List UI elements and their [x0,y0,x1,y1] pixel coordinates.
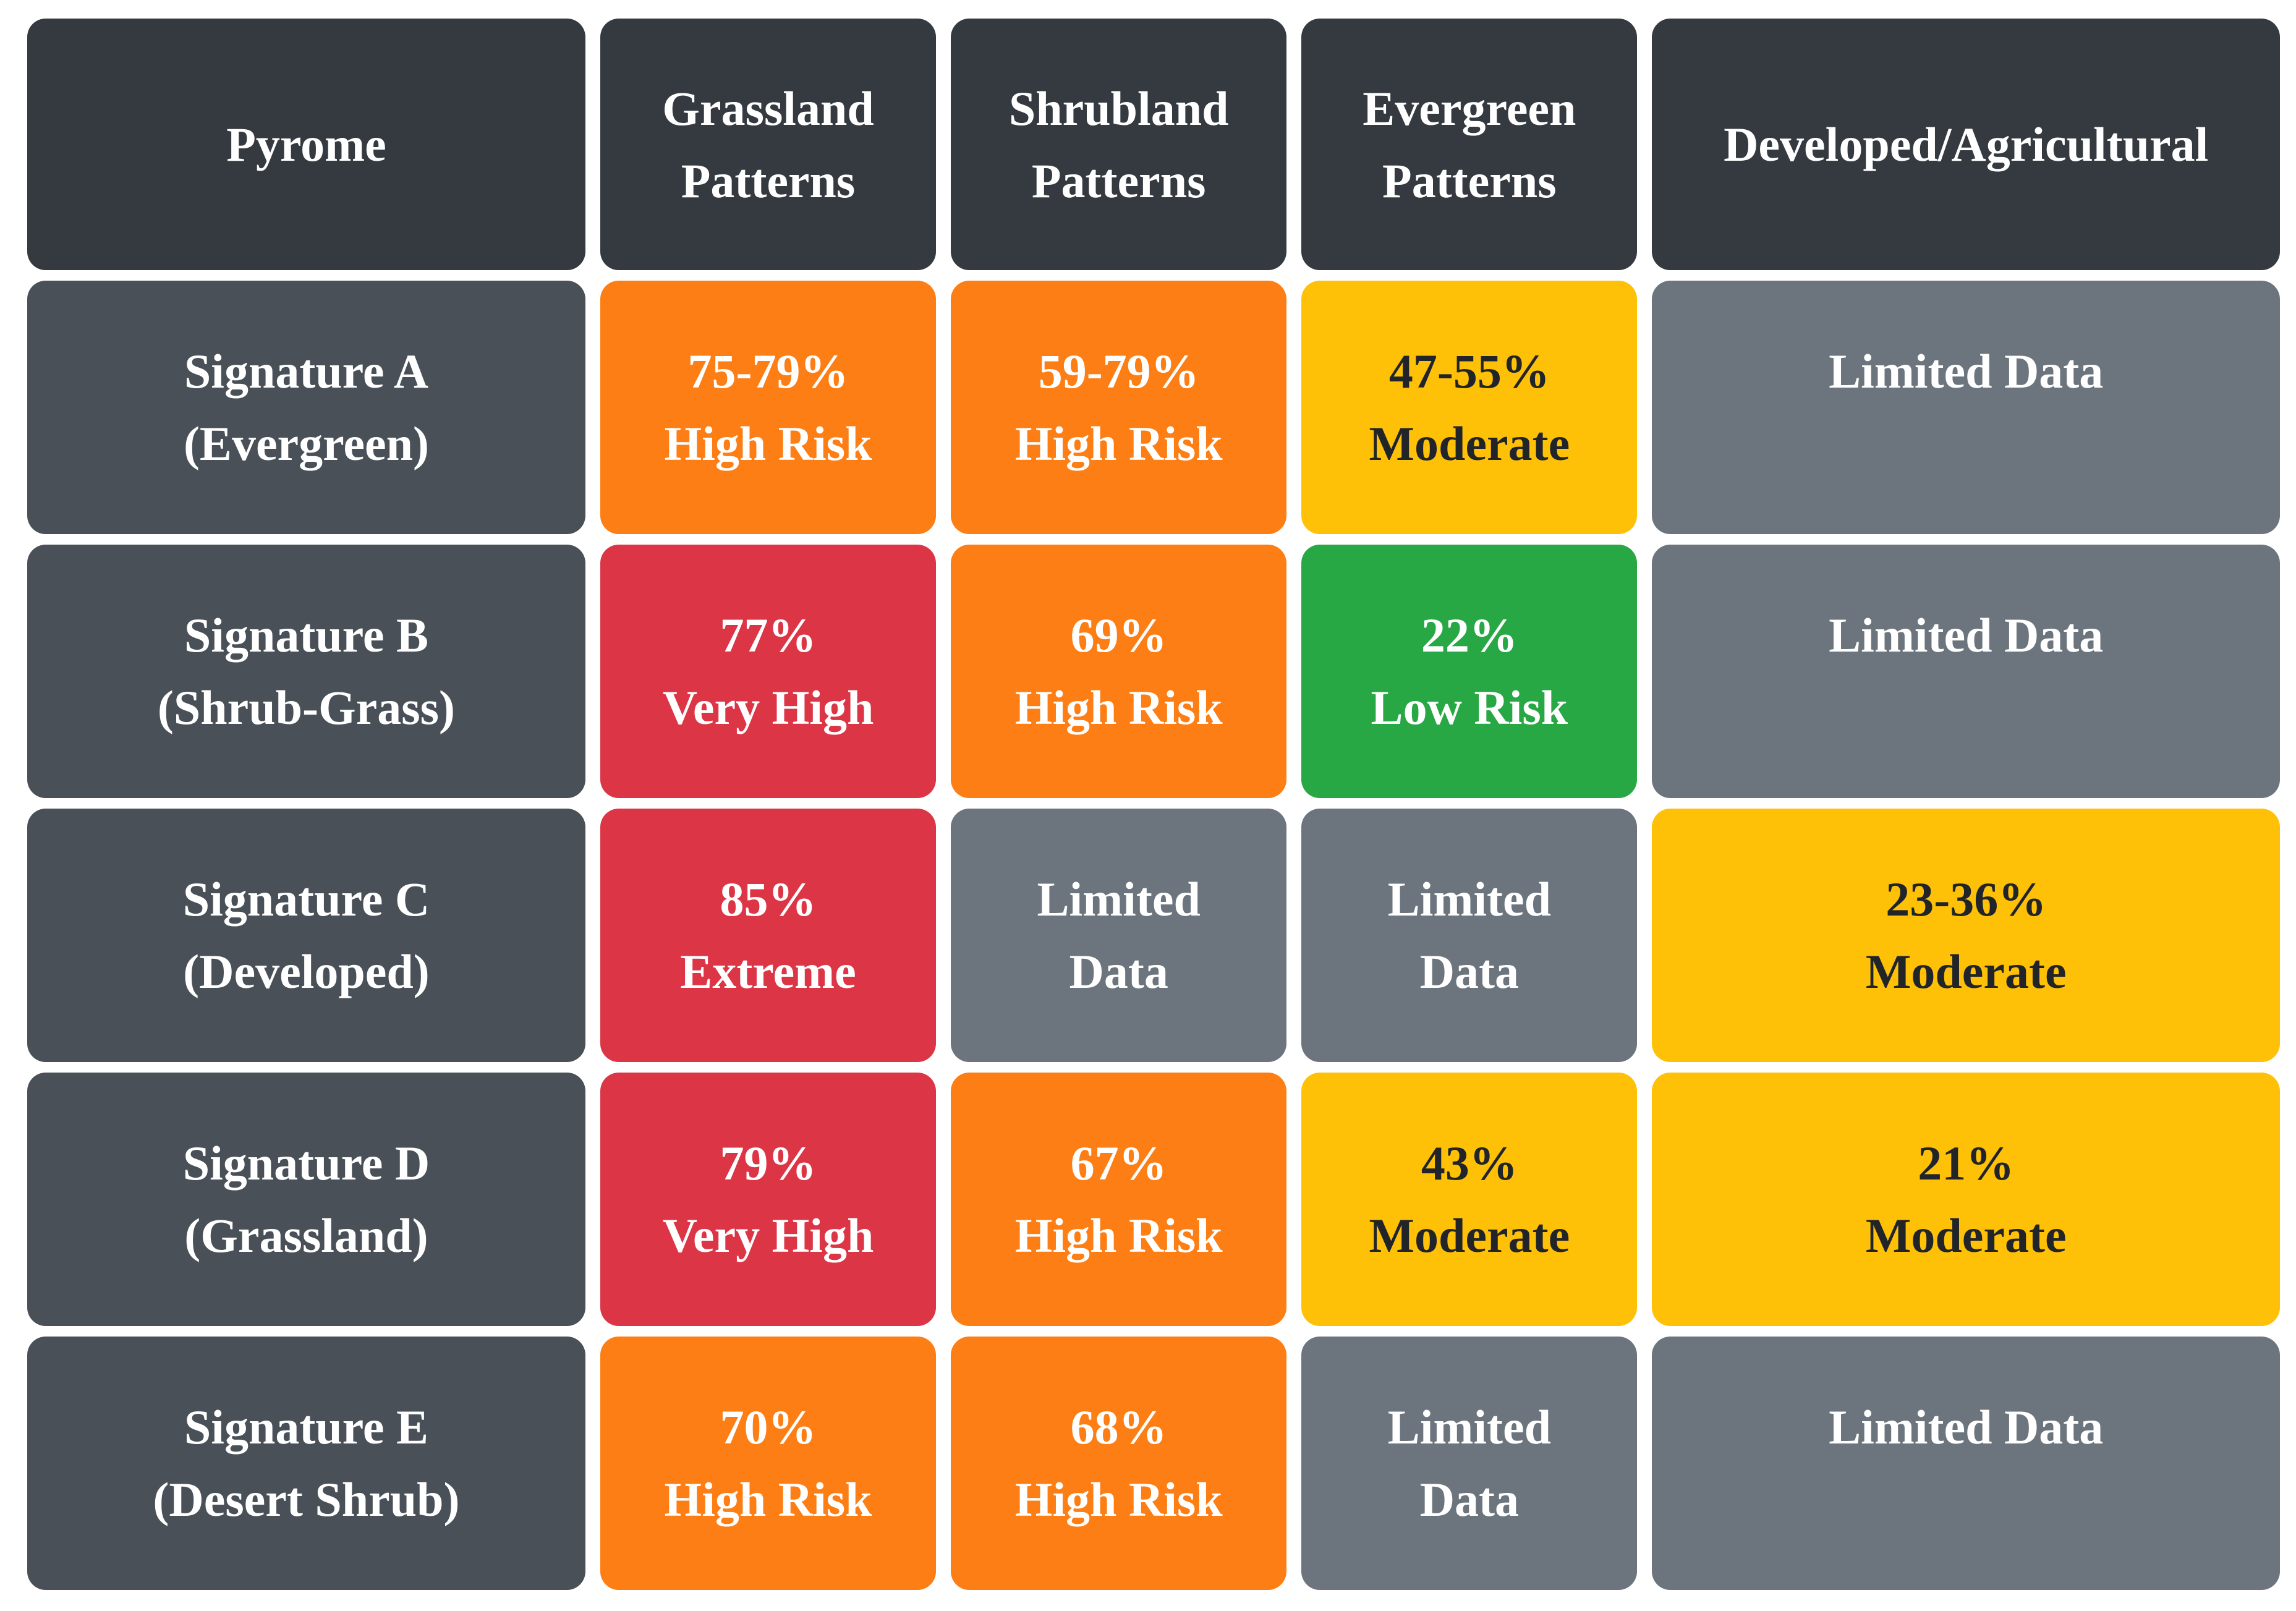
row-label-signature-a: Signature A (Evergreen) [27,281,585,534]
limited-data-label: Limited Data [1829,1400,2104,1454]
row-label-signature-d: Signature D (Grassland) [27,1073,585,1326]
column-header-label: Patterns [681,153,856,208]
risk-cell-b-shrubland: 69% High Risk [951,545,1287,798]
limited-data-label: Limited [1387,1400,1551,1454]
signature-name: Signature C [182,872,430,926]
risk-value: 79% [720,1136,817,1190]
risk-value: 21% [1918,1136,2015,1190]
risk-cell-e-grassland: 70% High Risk [600,1337,937,1590]
risk-value: 47-55% [1388,344,1550,398]
column-header-label: Patterns [1031,153,1206,208]
risk-label: High Risk [1014,417,1223,470]
limited-data-label: Limited Data [1829,344,2104,398]
limited-data-label: Limited Data [1829,608,2104,662]
risk-value: 23-36% [1886,872,2047,926]
risk-label: Moderate [1369,417,1570,470]
signature-type: (Shrub-Grass) [157,681,455,734]
risk-label: High Risk [1014,681,1223,734]
signature-type: (Grassland) [184,1209,428,1262]
signature-name: Signature E [184,1400,429,1454]
risk-cell-c-shrubland: Limited Data [951,809,1287,1062]
limited-data-label: Data [1419,1473,1519,1526]
risk-value: 68% [1070,1400,1167,1454]
risk-value: 22% [1421,608,1518,662]
signature-name: Signature D [182,1136,430,1190]
risk-label: Very High [662,681,874,734]
risk-label: Extreme [680,945,856,998]
risk-label: High Risk [1014,1209,1223,1262]
risk-value: 43% [1421,1136,1518,1190]
risk-cell-a-grassland: 75-79% High Risk [600,281,937,534]
signature-name: Signature A [184,344,429,398]
risk-cell-d-grassland: 79% Very High [600,1073,937,1326]
risk-value: 59-79% [1038,344,1199,398]
limited-data-label: Limited [1037,872,1201,926]
header-cell-pyrome: Pyrome [27,19,585,270]
risk-value: 85% [720,872,817,926]
column-header-label: Developed/Agricultural [1724,117,2209,171]
risk-cell-c-evergreen: Limited Data [1301,809,1638,1062]
header-cell-developed-agricultural: Developed/Agricultural [1652,19,2280,270]
column-header-label: Evergreen [1363,81,1576,135]
column-header-label: Pyrome [226,117,386,171]
row-label-signature-c: Signature C (Developed) [27,809,585,1062]
risk-label: Very High [662,1209,874,1262]
risk-cell-e-developed: Limited Data [1652,1337,2280,1590]
column-header-label: Patterns [1382,153,1557,208]
row-label-signature-b: Signature B (Shrub-Grass) [27,545,585,798]
risk-cell-e-shrubland: 68% High Risk [951,1337,1287,1590]
signature-name: Signature B [184,608,429,662]
risk-cell-d-developed: 21% Moderate [1652,1073,2280,1326]
risk-value: 77% [720,608,817,662]
risk-label: High Risk [664,417,872,470]
risk-cell-a-developed: Limited Data [1652,281,2280,534]
risk-cell-c-grassland: 85% Extreme [600,809,937,1062]
risk-value: 67% [1070,1136,1167,1190]
risk-cell-c-developed: 23-36% Moderate [1652,809,2280,1062]
risk-label: Low Risk [1371,681,1568,734]
column-header-label: Grassland [662,81,874,135]
risk-cell-a-evergreen: 47-55% Moderate [1301,281,1638,534]
limited-data-label: Data [1069,945,1168,998]
risk-cell-d-evergreen: 43% Moderate [1301,1073,1638,1326]
risk-cell-a-shrubland: 59-79% High Risk [951,281,1287,534]
signature-type: (Desert Shrub) [153,1473,460,1526]
limited-data-label: Limited [1387,872,1551,926]
risk-label: Moderate [1865,1209,2067,1262]
risk-value: 75-79% [687,344,849,398]
signature-type: (Developed) [183,945,430,998]
risk-value: 70% [720,1400,817,1454]
limited-data-label: Data [1419,945,1519,998]
row-label-signature-e: Signature E (Desert Shrub) [27,1337,585,1590]
risk-cell-b-grassland: 77% Very High [600,545,937,798]
risk-label: High Risk [664,1473,872,1526]
column-header-label: Shrubland [1008,81,1229,135]
header-cell-shrubland-patterns: Shrubland Patterns [951,19,1287,270]
risk-cell-b-evergreen: 22% Low Risk [1301,545,1638,798]
risk-value: 69% [1070,608,1167,662]
risk-label: Moderate [1865,945,2067,998]
header-cell-grassland-patterns: Grassland Patterns [600,19,937,270]
signature-type: (Evergreen) [183,417,429,470]
risk-label: High Risk [1014,1473,1223,1526]
risk-cell-e-evergreen: Limited Data [1301,1337,1638,1590]
risk-cell-b-developed: Limited Data [1652,545,2280,798]
risk-cell-d-shrubland: 67% High Risk [951,1073,1287,1326]
header-cell-evergreen-patterns: Evergreen Patterns [1301,19,1638,270]
risk-label: Moderate [1369,1209,1570,1262]
